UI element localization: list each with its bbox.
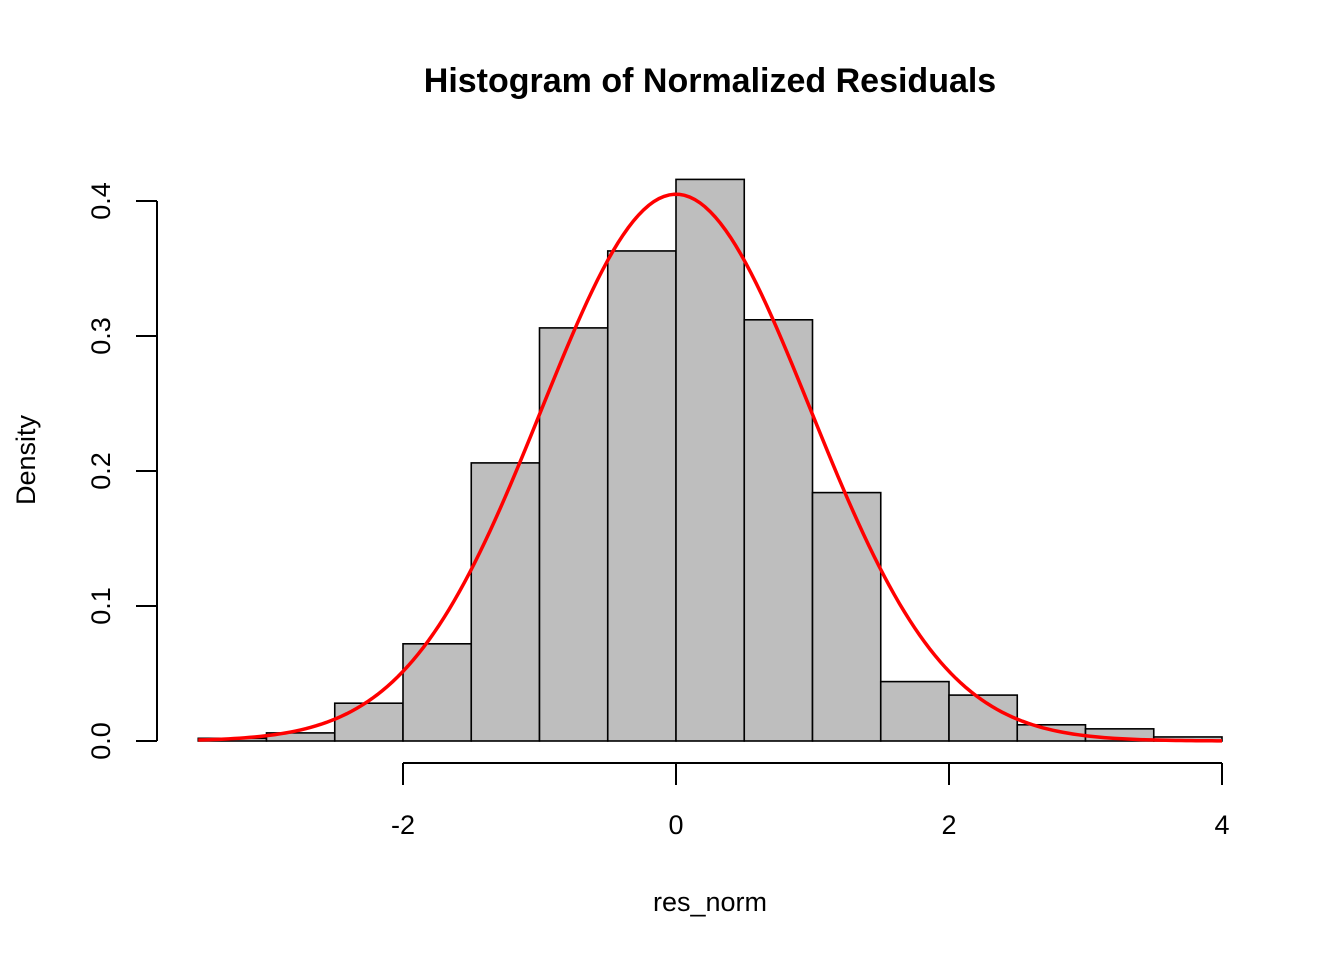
- histogram-bar: [333, 702, 404, 742]
- x-tick-label: 4: [1214, 810, 1229, 840]
- y-tick-label: 0.1: [86, 587, 116, 625]
- histogram-bars: [197, 178, 1223, 742]
- histogram-bar: [743, 318, 814, 742]
- normal-density-curve: [198, 192, 1223, 743]
- y-tick-label: 0.2: [86, 452, 116, 490]
- x-axis: -2 0 2 4: [391, 762, 1230, 840]
- y-tick-label: 0.3: [86, 317, 116, 355]
- y-tick-label: 0.0: [86, 722, 116, 760]
- chart-title: Histogram of Normalized Residuals: [424, 62, 996, 100]
- y-axis-label: Density: [11, 414, 41, 505]
- y-tick-label: 0.4: [86, 182, 116, 220]
- x-tick-label: -2: [391, 810, 415, 840]
- histogram-bar: [675, 178, 746, 742]
- x-tick-label: 2: [941, 810, 956, 840]
- y-axis: 0.0 0.1 0.2 0.3 0.4: [86, 182, 158, 760]
- x-tick-label: 0: [668, 810, 683, 840]
- x-axis-label: res_norm: [653, 887, 767, 917]
- histogram-bar: [470, 462, 541, 742]
- histogram-bar: [811, 491, 882, 742]
- histogram-bar: [879, 680, 950, 742]
- histogram-bar: [606, 250, 677, 742]
